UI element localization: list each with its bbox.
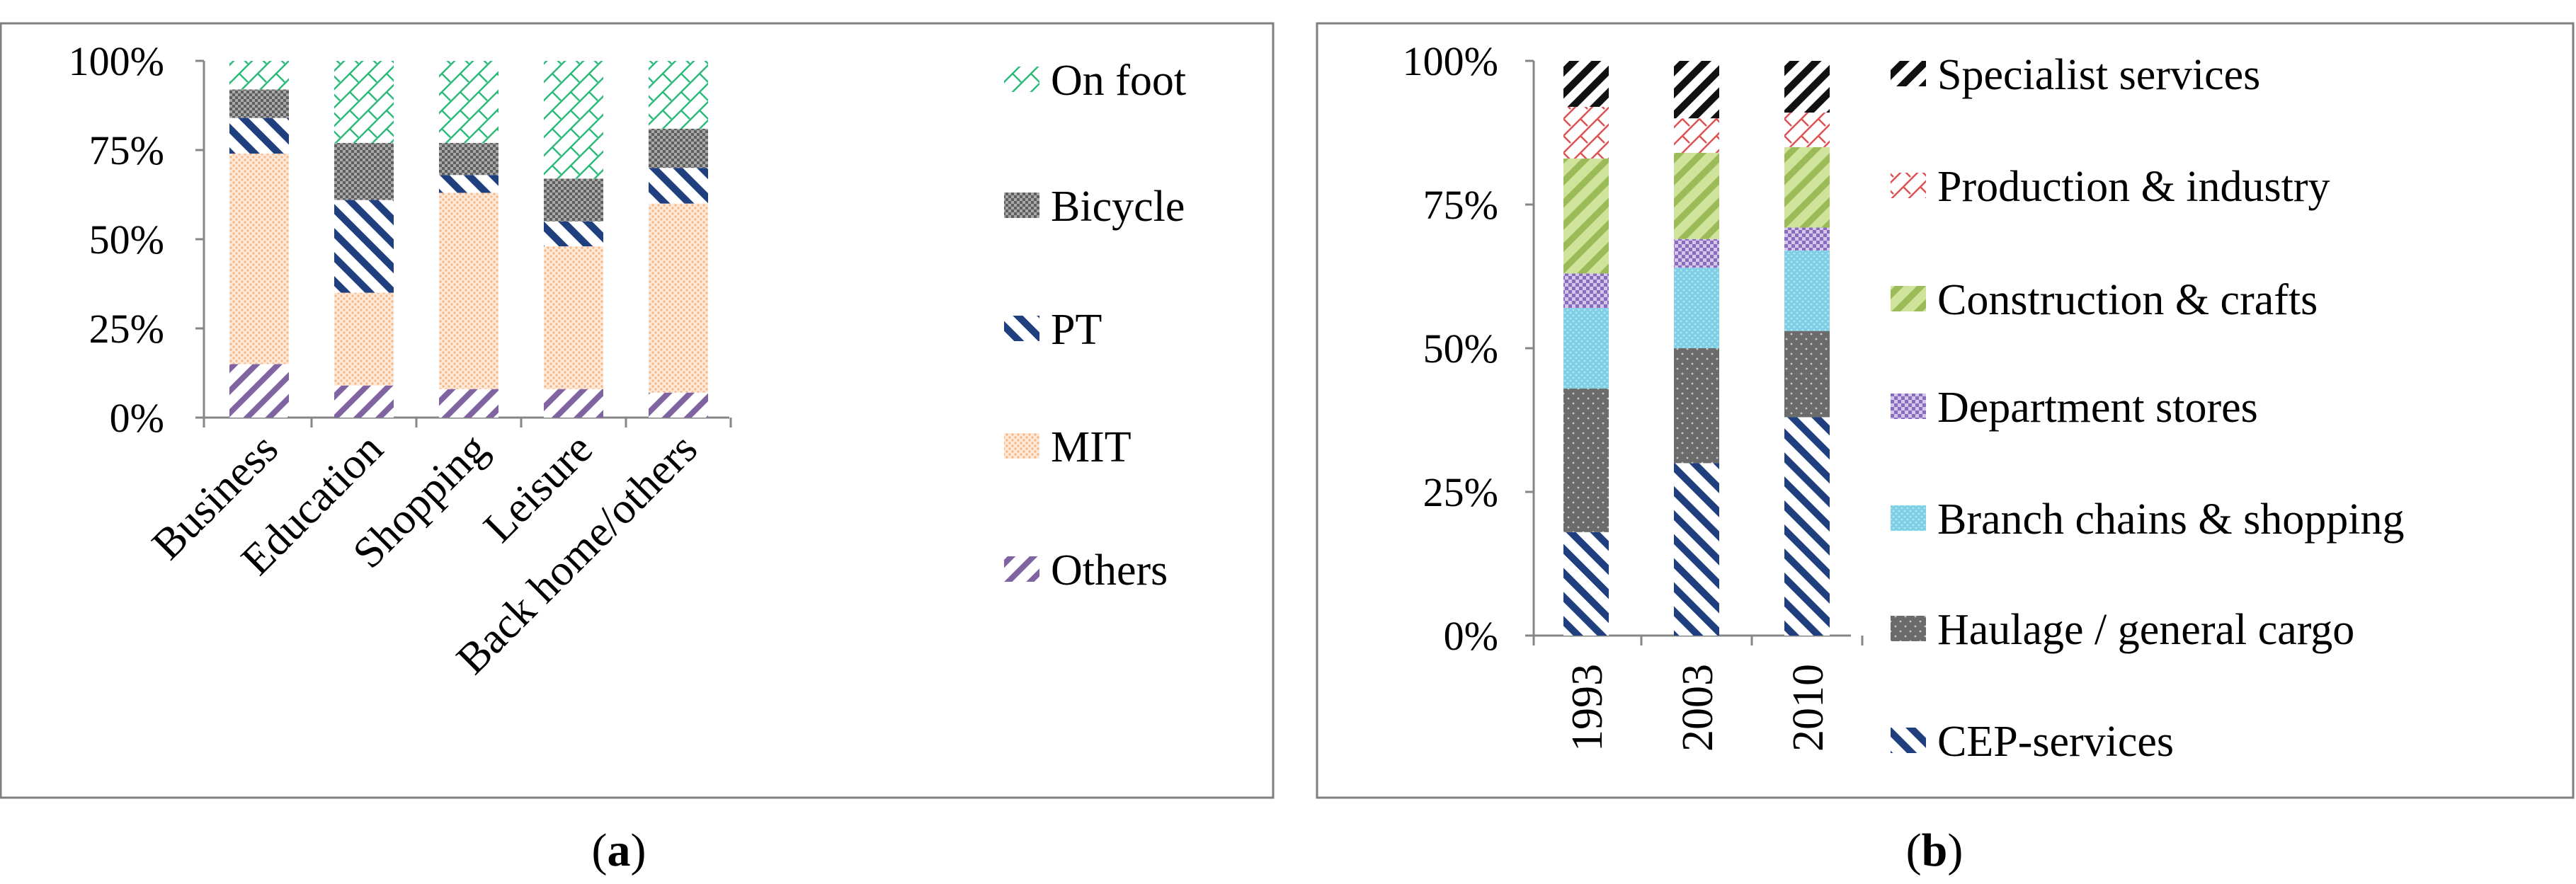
b-bar-cep-services-2 bbox=[1784, 417, 1830, 636]
a-legend-swatch bbox=[1004, 67, 1039, 92]
a-legend-label: On foot bbox=[1051, 57, 1186, 105]
b-panel-label: (b) bbox=[1906, 825, 1964, 876]
a-tick-label: 75% bbox=[89, 127, 164, 173]
a-bar-pt-1 bbox=[334, 200, 394, 293]
b-bar-branch-chains-shopping-1 bbox=[1674, 268, 1719, 348]
a-bar-pt-2 bbox=[439, 175, 498, 193]
chart-panel-b: 0% 25% 50% 75% 100% 1993 2003 2010 Specialist se… bbox=[1403, 38, 2405, 876]
b-legend-swatch bbox=[1891, 616, 1926, 641]
a-legend-swatch bbox=[1004, 316, 1039, 341]
b-bar-cep-services-1 bbox=[1674, 463, 1719, 636]
a-legend-swatch bbox=[1004, 433, 1039, 459]
a-bar-mit-1 bbox=[334, 292, 394, 386]
a-bar-on-foot-0 bbox=[229, 61, 289, 90]
b-legend-swatch bbox=[1891, 394, 1926, 419]
b-tick-label: 0% bbox=[1444, 613, 1498, 659]
a-legend-label: MIT bbox=[1051, 423, 1132, 471]
b-bar-haulage-general-cargo-2 bbox=[1784, 331, 1830, 418]
a-tick-label: 50% bbox=[89, 217, 164, 263]
a-bar-others-4 bbox=[649, 392, 708, 418]
panel-a-frame bbox=[0, 22, 1275, 799]
b-category-label: 2010 bbox=[1784, 664, 1833, 752]
b-category-label: 2003 bbox=[1674, 664, 1722, 752]
b-legend-label: Haulage / general cargo bbox=[1937, 606, 2354, 654]
a-bar-pt-0 bbox=[229, 117, 289, 154]
b-legend-swatch bbox=[1891, 61, 1926, 86]
panel-b-frame bbox=[1316, 22, 2575, 799]
b-bar-branch-chains-shopping-2 bbox=[1784, 250, 1830, 331]
b-legend-swatch bbox=[1891, 286, 1926, 311]
b-legend-label: Department stores bbox=[1937, 384, 2258, 432]
a-legend-label: Others bbox=[1051, 546, 1168, 595]
b-legend-label: Construction & crafts bbox=[1937, 276, 2318, 324]
b-tick-label: 25% bbox=[1423, 469, 1498, 515]
b-legend-swatch bbox=[1891, 505, 1926, 531]
a-bar-others-1 bbox=[334, 385, 394, 418]
a-tick-label: 0% bbox=[110, 395, 164, 441]
b-bar-department-stores-2 bbox=[1784, 227, 1830, 251]
a-legend-label: Bicycle bbox=[1051, 183, 1185, 231]
a-bar-on-foot-4 bbox=[649, 61, 708, 129]
b-legend-label: Branch chains & shopping bbox=[1937, 495, 2405, 544]
a-bar-bicycle-0 bbox=[229, 89, 289, 118]
chart-panel-a: 0%25%50%75%100%BusinessEducationShopping… bbox=[69, 38, 1186, 876]
a-bar-others-0 bbox=[229, 364, 289, 418]
a-legend-swatch bbox=[1004, 556, 1039, 582]
b-bar-production-industry-0 bbox=[1563, 106, 1609, 159]
b-legend-label: CEP-services bbox=[1937, 718, 2174, 766]
a-bar-pt-3 bbox=[544, 221, 603, 247]
a-tick-label: 25% bbox=[89, 306, 164, 352]
a-panel-label: (a) bbox=[592, 825, 646, 876]
a-bar-bicycle-3 bbox=[544, 178, 603, 222]
a-bar-mit-2 bbox=[439, 193, 498, 389]
b-bar-branch-chains-shopping-0 bbox=[1563, 308, 1609, 389]
b-bar-specialist-services-0 bbox=[1563, 61, 1609, 107]
b-bar-construction-crafts-1 bbox=[1674, 152, 1719, 239]
a-legend-label: PT bbox=[1051, 306, 1102, 354]
b-legend-swatch bbox=[1891, 173, 1926, 198]
a-bar-others-2 bbox=[439, 389, 498, 418]
a-bar-bicycle-2 bbox=[439, 142, 498, 176]
a-bar-bicycle-4 bbox=[649, 128, 708, 168]
b-tick-label: 100% bbox=[1403, 38, 1498, 84]
a-bar-others-3 bbox=[544, 389, 603, 418]
b-bar-specialist-services-2 bbox=[1784, 61, 1830, 113]
b-bar-cep-services-0 bbox=[1563, 532, 1609, 636]
b-bar-production-industry-1 bbox=[1674, 118, 1719, 153]
b-bar-construction-crafts-0 bbox=[1563, 159, 1609, 274]
b-tick-label: 75% bbox=[1423, 182, 1498, 228]
a-tick-label: 100% bbox=[69, 38, 164, 84]
b-tick-label: 50% bbox=[1423, 326, 1498, 372]
b-bar-department-stores-1 bbox=[1674, 239, 1719, 268]
b-legend-label: Production & industry bbox=[1937, 163, 2330, 211]
a-bar-mit-0 bbox=[229, 154, 289, 364]
a-bar-on-foot-1 bbox=[334, 61, 394, 143]
a-bar-on-foot-3 bbox=[544, 61, 603, 179]
b-bar-haulage-general-cargo-1 bbox=[1674, 348, 1719, 464]
a-legend-swatch bbox=[1004, 193, 1039, 218]
b-bar-specialist-services-1 bbox=[1674, 61, 1719, 119]
a-bar-pt-4 bbox=[649, 168, 708, 204]
a-bar-mit-3 bbox=[544, 246, 603, 389]
b-category-label: 1993 bbox=[1563, 664, 1612, 752]
b-bar-construction-crafts-2 bbox=[1784, 147, 1830, 228]
b-bar-production-industry-2 bbox=[1784, 113, 1830, 147]
b-bar-department-stores-0 bbox=[1563, 273, 1609, 309]
b-legend-swatch bbox=[1891, 728, 1926, 753]
b-bar-haulage-general-cargo-0 bbox=[1563, 388, 1609, 532]
b-legend-label: Specialist services bbox=[1937, 51, 2260, 99]
a-bar-mit-4 bbox=[649, 203, 708, 393]
a-bar-on-foot-2 bbox=[439, 61, 498, 143]
a-bar-bicycle-1 bbox=[334, 142, 394, 200]
